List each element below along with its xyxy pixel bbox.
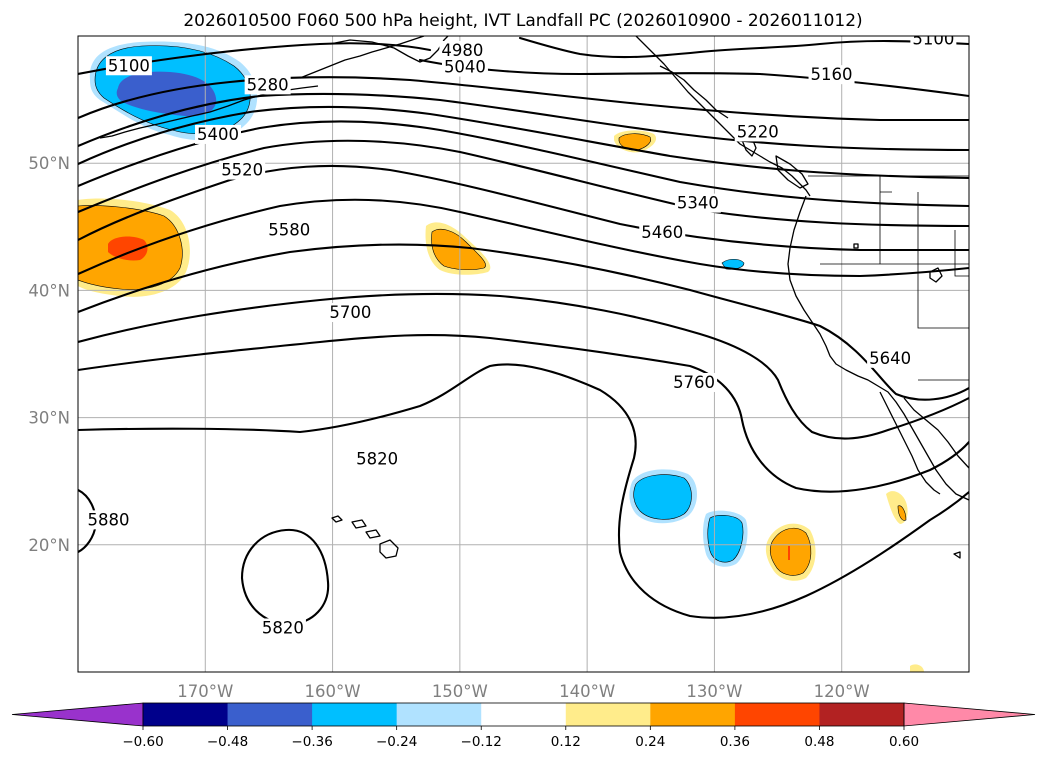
contour-label-bg bbox=[671, 372, 718, 392]
colorbar-tick-label: 0.36 bbox=[720, 734, 750, 750]
contour-label-bg bbox=[910, 36, 957, 49]
contour-5820-main bbox=[78, 363, 969, 619]
contour-label-5820: 5820 bbox=[262, 618, 304, 637]
height-contours bbox=[78, 36, 969, 626]
lat-tick-label: 20°N bbox=[28, 536, 70, 555]
axis-labels: 20°N 30°N 40°N 50°N 170°W 160°W 150°W 140°W 130°… bbox=[28, 154, 869, 701]
contour-label-4980: 4980 bbox=[441, 41, 483, 60]
contour-label-bg bbox=[266, 220, 313, 240]
contour-label-bg bbox=[867, 348, 914, 368]
contour-label-5460: 5460 bbox=[641, 223, 683, 242]
contour-label-5160: 5160 bbox=[811, 65, 853, 84]
contour-label-5040: 5040 bbox=[444, 58, 486, 77]
colorbar-segment-5 bbox=[565, 703, 651, 726]
ivt-anomaly-subtropical-2 bbox=[703, 510, 748, 567]
contour-label-bg bbox=[259, 618, 306, 638]
colorbar-segment-6 bbox=[650, 703, 736, 726]
contour-label-bg bbox=[105, 56, 152, 76]
contour-label-bg bbox=[734, 122, 781, 142]
contour-5760 bbox=[78, 333, 969, 493]
contour-label-bg bbox=[85, 510, 132, 530]
contour-label-bg bbox=[244, 75, 291, 95]
contour-5280 bbox=[78, 92, 969, 152]
contour-5640 bbox=[78, 243, 969, 401]
contour-label-bg bbox=[219, 160, 266, 180]
contour-label-5100: 5100 bbox=[108, 56, 150, 75]
lon-tick-label: 120°W bbox=[814, 682, 870, 701]
ivt-anomaly-baja bbox=[886, 491, 924, 672]
colorbar-tick-label: 0.60 bbox=[889, 734, 919, 750]
lat-tick-label: 50°N bbox=[28, 154, 70, 173]
lon-tick-label: 130°W bbox=[686, 682, 742, 701]
colorbar-extend-high bbox=[903, 702, 1036, 727]
ivt-anomaly-subtropical-1 bbox=[629, 469, 697, 524]
contour-label-5220: 5220 bbox=[737, 122, 779, 141]
contour-label-5580: 5580 bbox=[268, 220, 310, 239]
contour-5700 bbox=[78, 292, 969, 440]
colorbar-segment-0 bbox=[143, 703, 229, 726]
contour-label-bg bbox=[327, 303, 374, 323]
lon-tick-label: 170°W bbox=[177, 682, 233, 701]
lat-tick-label: 30°N bbox=[28, 409, 70, 428]
contour-5220 bbox=[78, 76, 969, 122]
north-america-coast bbox=[787, 195, 969, 501]
contour-label-bg bbox=[439, 40, 486, 60]
lat-tick-label: 40°N bbox=[28, 281, 70, 300]
ivt-anomaly-central bbox=[425, 222, 491, 275]
contour-label-bg bbox=[639, 222, 686, 242]
colorbar-tick-label: −0.12 bbox=[461, 734, 502, 750]
contour-5160 bbox=[418, 58, 969, 98]
contour-label-bg bbox=[674, 193, 721, 213]
colorbar-frame bbox=[142, 702, 905, 727]
contour-5340 bbox=[78, 105, 969, 180]
contour-label-5820: 5820 bbox=[356, 449, 398, 468]
colorbar-segment-1 bbox=[227, 703, 313, 726]
colorbar-segment-4 bbox=[481, 703, 567, 726]
colorbar-segment-7 bbox=[734, 703, 820, 726]
lon-tick-label: 140°W bbox=[559, 682, 615, 701]
contour-5520 bbox=[78, 164, 969, 252]
colorbar-tick-label: −0.36 bbox=[291, 734, 332, 750]
colorbar-tick-label: −0.48 bbox=[207, 734, 248, 750]
contour-label-5520: 5520 bbox=[221, 161, 263, 180]
contour-5460 bbox=[78, 139, 969, 228]
graticule bbox=[78, 36, 969, 672]
lon-tick-label: 160°W bbox=[305, 682, 361, 701]
ivt-anomaly-west bbox=[78, 198, 190, 297]
figure-title: 2026010500 F060 500 hPa height, IVT Land… bbox=[183, 11, 862, 31]
contour-label-5100: 5100 bbox=[912, 30, 954, 49]
contour-label-bg bbox=[441, 57, 488, 77]
colorbar-segment-3 bbox=[396, 703, 482, 726]
colorbar-tick-label: 0.24 bbox=[635, 734, 665, 750]
colorbar-tick-label: −0.60 bbox=[122, 734, 163, 750]
colorbar-tick-label: 0.12 bbox=[551, 734, 581, 750]
contour-label-5400: 5400 bbox=[197, 125, 239, 144]
contour-label-5760: 5760 bbox=[673, 373, 715, 392]
contour-label-5640: 5640 bbox=[869, 349, 911, 368]
contour-5580 bbox=[78, 198, 969, 278]
contour-5100-east bbox=[518, 36, 969, 59]
colorbar-tick-label: −0.24 bbox=[376, 734, 417, 750]
contour-label-bg bbox=[195, 124, 242, 144]
colorbar-segment-2 bbox=[312, 703, 398, 726]
contour-label-bg bbox=[808, 65, 855, 85]
colorbar-tick-label: 0.48 bbox=[804, 734, 834, 750]
colorbar: −0.60 −0.48 −0.36 −0.24 −0.12 0.12 0.24 0.36 0.4… bbox=[11, 702, 1036, 750]
colorbar-segment-8 bbox=[819, 703, 905, 726]
ivt-anomaly-subtropical-3 bbox=[765, 523, 816, 581]
colorbar-extend-low bbox=[11, 702, 144, 727]
contour-label-5700: 5700 bbox=[329, 303, 371, 322]
contour-label-5280: 5280 bbox=[247, 75, 289, 94]
contour-label-5880: 5880 bbox=[88, 510, 130, 529]
contour-label-bg bbox=[354, 449, 401, 469]
hawaiian-islands bbox=[331, 515, 399, 559]
map-frame bbox=[77, 35, 970, 673]
contour-label-5340: 5340 bbox=[677, 194, 719, 213]
lon-tick-label: 150°W bbox=[432, 682, 488, 701]
